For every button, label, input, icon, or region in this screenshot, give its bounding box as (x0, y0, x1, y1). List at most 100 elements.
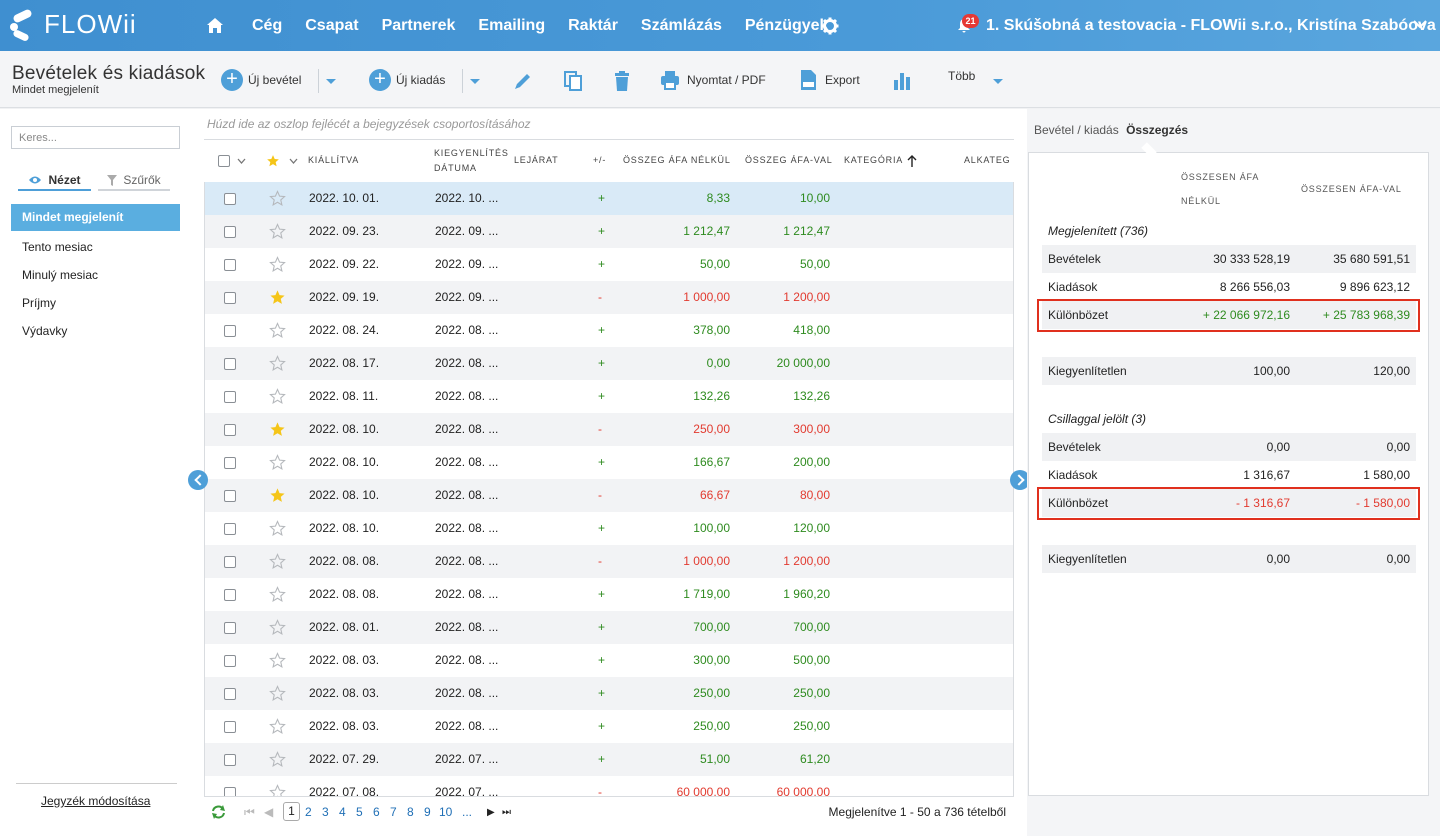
export-button[interactable]: Export (799, 69, 860, 91)
table-row[interactable]: 2022. 07. 08. 2022. 07. ... - 60 000,00 60 0… (205, 776, 1013, 796)
header-subcategory[interactable]: Alkateg (964, 155, 1011, 165)
table-row[interactable]: 2022. 08. 17. 2022. 08. ... +0,00 20 000,00 (205, 347, 1013, 380)
sidebar-item-this-month[interactable]: Tento mesiac (22, 240, 93, 254)
header-gross-amount[interactable]: Összeg áfa-val (745, 155, 833, 165)
row-checkbox[interactable] (224, 721, 236, 733)
last-page-icon[interactable]: ⏭ (502, 807, 511, 818)
row-checkbox[interactable] (224, 259, 236, 271)
tab-filters[interactable]: Szűrők (98, 171, 170, 191)
table-row[interactable]: 2022. 09. 19. 2022. 09. ... - 1 000,00 1 200… (205, 281, 1013, 314)
nav-item-partnerek[interactable]: Partnerek (381, 17, 456, 34)
nav-item-csapat[interactable]: Csapat (305, 17, 359, 34)
search-input[interactable] (11, 126, 180, 149)
new-expense-button[interactable]: + Új kiadás (369, 69, 445, 91)
row-checkbox[interactable] (224, 589, 236, 601)
table-row[interactable]: 2022. 08. 10. 2022. 08. ... - 250,00 300,00 (205, 413, 1013, 446)
star-outline-icon[interactable] (269, 388, 286, 405)
page-link[interactable]: 10 (439, 805, 453, 819)
chevron-down-icon[interactable] (289, 139, 298, 182)
prev-page-icon[interactable]: ◀ (264, 805, 274, 819)
header-issued[interactable]: Kiállítva (308, 155, 360, 165)
row-checkbox[interactable] (224, 325, 236, 337)
row-checkbox[interactable] (224, 457, 236, 469)
first-page-icon[interactable]: ⏮ (244, 805, 255, 819)
page-link[interactable]: 3 (322, 805, 329, 819)
page-link[interactable]: 2 (305, 805, 312, 819)
edit-list-link[interactable]: Jegyzék módosítása (41, 794, 151, 808)
tab-income-expense[interactable]: Bevétel / kiadás (1034, 123, 1119, 137)
star-outline-icon[interactable] (269, 454, 286, 471)
nav-item-szamlazas[interactable]: Számlázás (640, 17, 722, 34)
star-filled-icon[interactable] (269, 289, 286, 306)
star-outline-icon[interactable] (269, 685, 286, 702)
star-outline-icon[interactable] (269, 619, 286, 636)
nav-item-ceg[interactable]: Cég (252, 17, 283, 34)
header-settled-date[interactable]: Kiegyenlítés dátuma (434, 147, 509, 173)
collapse-left-arrow-icon[interactable] (188, 470, 208, 490)
table-row[interactable]: 2022. 10. 01. 2022. 10. ... +8,33 10,00 (205, 182, 1013, 215)
header-sign[interactable]: +/- (593, 155, 607, 165)
page-link[interactable]: 4 (339, 805, 346, 819)
star-outline-icon[interactable] (269, 190, 286, 207)
row-checkbox[interactable] (224, 292, 236, 304)
chevron-down-icon[interactable] (1413, 19, 1427, 29)
copy-icon[interactable] (562, 70, 584, 92)
more-dropdown-icon[interactable] (993, 79, 1003, 84)
sidebar-item-income[interactable]: Príjmy (22, 296, 56, 310)
row-checkbox[interactable] (224, 523, 236, 535)
row-checkbox[interactable] (224, 655, 236, 667)
user-company-menu[interactable]: 1. Skúšobná a testovacia - FLOWii s.r.o.… (986, 17, 1436, 34)
select-all-checkbox[interactable] (218, 139, 230, 182)
more-button[interactable]: Több (948, 69, 975, 83)
edit-pencil-icon[interactable] (512, 70, 534, 92)
tab-view[interactable]: Nézet (18, 171, 91, 191)
table-row[interactable]: 2022. 07. 29. 2022. 07. ... +51,00 61,20 (205, 743, 1013, 776)
page-link-more[interactable]: ... (462, 805, 473, 819)
page-link[interactable]: 8 (407, 805, 414, 819)
page-link[interactable]: 5 (356, 805, 363, 819)
tab-summary[interactable]: Összegzés (1126, 123, 1189, 137)
page-link[interactable]: 6 (373, 805, 380, 819)
row-checkbox[interactable] (224, 688, 236, 700)
row-checkbox[interactable] (224, 391, 236, 403)
table-row[interactable]: 2022. 08. 03. 2022. 08. ... +250,00 250,00 (205, 677, 1013, 710)
nav-item-emailing[interactable]: Emailing (478, 17, 546, 34)
next-page-icon[interactable]: ▶ (487, 807, 495, 818)
chevron-down-icon[interactable] (237, 139, 246, 182)
star-outline-icon[interactable] (269, 652, 286, 669)
star-outline-icon[interactable] (269, 751, 286, 768)
sidebar-item-expenses[interactable]: Výdavky (22, 324, 68, 338)
star-outline-icon[interactable] (269, 256, 286, 273)
star-outline-icon[interactable] (269, 355, 286, 372)
page-link[interactable]: 9 (424, 805, 431, 819)
table-row[interactable]: 2022. 08. 10. 2022. 08. ... +100,00 120,00 (205, 512, 1013, 545)
table-row[interactable]: 2022. 08. 03. 2022. 08. ... +300,00 500,00 (205, 644, 1013, 677)
star-outline-icon[interactable] (269, 223, 286, 240)
row-checkbox[interactable] (224, 490, 236, 502)
gear-icon[interactable] (821, 17, 839, 35)
group-by-drop-zone[interactable]: Húzd ide az oszlop fejlécét a bejegyzése… (207, 117, 531, 131)
collapse-right-arrow-icon[interactable] (1010, 470, 1030, 490)
header-category[interactable]: Kategória (844, 139, 917, 182)
table-row[interactable]: 2022. 08. 10. 2022. 08. ... +166,67 200,00 (205, 446, 1013, 479)
header-due[interactable]: Lejárat (514, 155, 559, 165)
page-current[interactable]: 1 (283, 802, 300, 821)
row-checkbox[interactable] (224, 424, 236, 436)
nav-item-raktar[interactable]: Raktár (568, 17, 618, 34)
row-checkbox[interactable] (224, 556, 236, 568)
row-checkbox[interactable] (224, 754, 236, 766)
table-row[interactable]: 2022. 09. 23. 2022. 09. ... +1 212,47 1 212… (205, 215, 1013, 248)
flowii-logo[interactable]: FLOWii (10, 7, 137, 42)
row-checkbox[interactable] (224, 358, 236, 370)
row-checkbox[interactable] (224, 193, 236, 205)
table-row[interactable]: 2022. 08. 11. 2022. 08. ... +132,26 132,26 (205, 380, 1013, 413)
print-pdf-button[interactable]: Nyomtat / PDF (659, 69, 766, 91)
star-outline-icon[interactable] (269, 520, 286, 537)
table-row[interactable]: 2022. 09. 22. 2022. 09. ... +50,00 50,00 (205, 248, 1013, 281)
star-outline-icon[interactable] (269, 322, 286, 339)
bar-chart-icon[interactable] (891, 70, 913, 92)
sidebar-item-show-all[interactable]: Mindet megjelenít (11, 204, 180, 231)
home-icon[interactable] (206, 17, 224, 34)
table-row[interactable]: 2022. 08. 08. 2022. 08. ... - 1 000,00 1 200… (205, 545, 1013, 578)
table-row[interactable]: 2022. 08. 08. 2022. 08. ... +1 719,00 1 960… (205, 578, 1013, 611)
